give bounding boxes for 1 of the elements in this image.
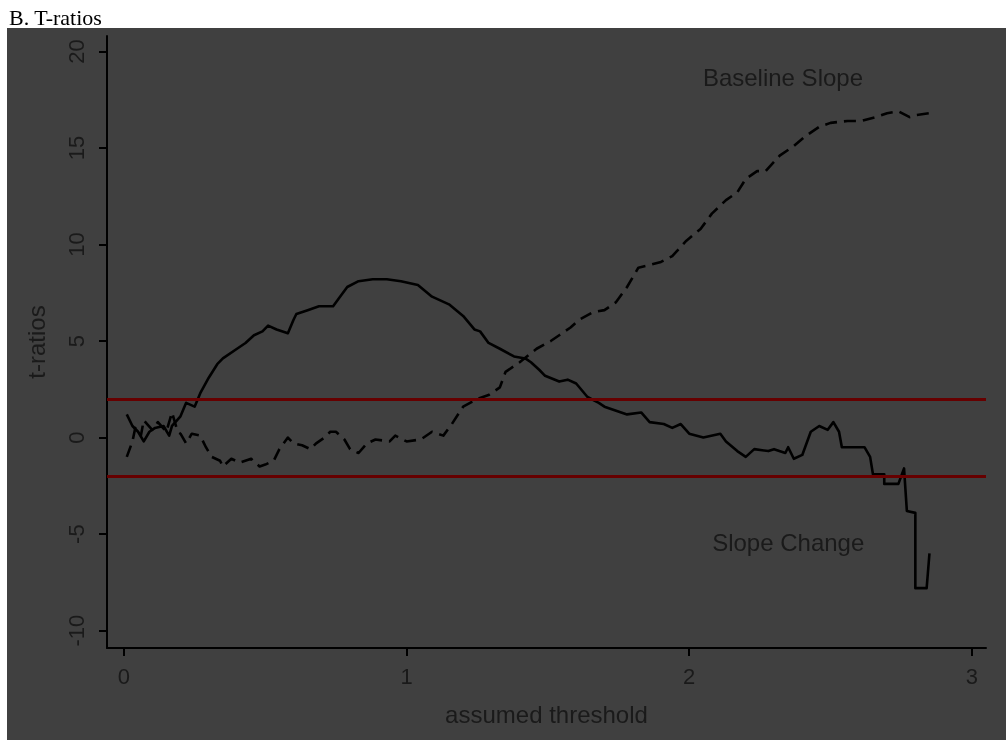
chart-title: B. T-ratios [9, 4, 102, 30]
